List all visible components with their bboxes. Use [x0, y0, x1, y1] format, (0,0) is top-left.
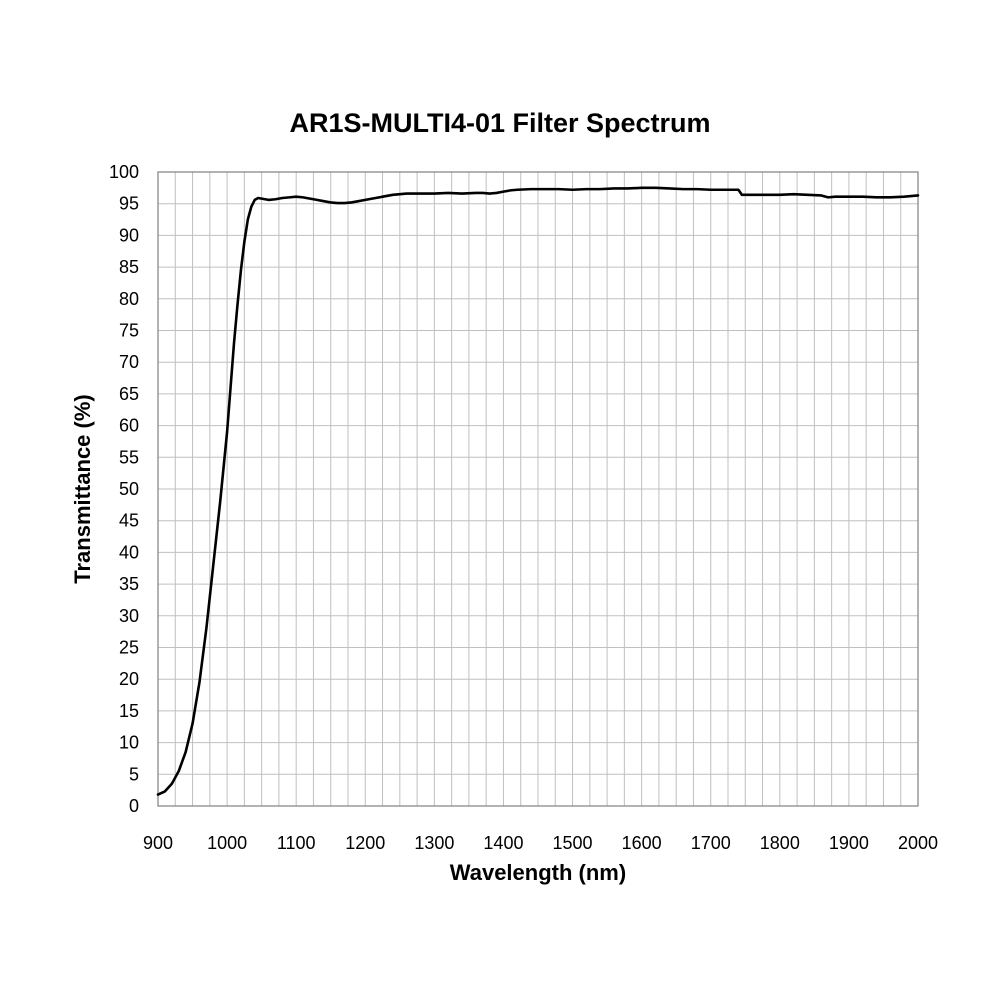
y-tick-label: 5: [129, 764, 139, 784]
x-tick-label: 1700: [691, 833, 731, 853]
y-axis-title: Transmittance (%): [70, 394, 95, 584]
series-layer: [156, 186, 920, 796]
y-tick-label: 90: [119, 225, 139, 245]
y-tick-label: 10: [119, 733, 139, 753]
y-tick-label: 70: [119, 352, 139, 372]
y-tick-label: 25: [119, 638, 139, 658]
y-tick-labels: 0 5 10 15 20 25 30 35 40 45 50 55 60 65 70 75 80 85 90 95 10…: [109, 162, 139, 816]
x-tick-label: 1900: [829, 833, 869, 853]
x-tick-label: 1800: [760, 833, 800, 853]
y-tick-label: 35: [119, 574, 139, 594]
x-tick-label: 1500: [553, 833, 593, 853]
x-tick-labels: 900 1000 1100 1200 1300 1400 1500 1600 1700 1800 1…: [143, 833, 938, 853]
y-tick-label: 20: [119, 669, 139, 689]
series-line: [156, 186, 920, 796]
x-tick-label: 1000: [207, 833, 247, 853]
y-tick-label: 50: [119, 479, 139, 499]
x-tick-label: 1600: [622, 833, 662, 853]
x-tick-label: 1400: [483, 833, 523, 853]
y-tick-label: 95: [119, 194, 139, 214]
y-tick-label: 15: [119, 701, 139, 721]
x-tick-label: 1200: [345, 833, 385, 853]
plot-frame: [157, 171, 919, 807]
x-tick-label: 1100: [277, 833, 316, 853]
y-tick-label: 40: [119, 542, 139, 562]
y-tick-label: 55: [119, 447, 139, 467]
y-tick-label: 60: [119, 416, 139, 436]
chart-title: AR1S-MULTI4-01 Filter Spectrum: [289, 108, 711, 138]
grid-lines: [158, 172, 918, 806]
y-tick-label: 80: [119, 289, 139, 309]
y-tick-label: 100: [109, 162, 139, 182]
x-axis-title: Wavelength (nm): [450, 860, 626, 885]
x-tick-label: 2000: [898, 833, 938, 853]
y-tick-label: 75: [119, 321, 139, 341]
y-tick-label: 85: [119, 257, 139, 277]
x-tick-label: 1300: [414, 833, 454, 853]
y-tick-label: 0: [129, 796, 139, 816]
y-tick-label: 45: [119, 511, 139, 531]
y-tick-label: 30: [119, 606, 139, 626]
x-tick-label: 900: [143, 833, 173, 853]
y-tick-label: 65: [119, 384, 139, 404]
